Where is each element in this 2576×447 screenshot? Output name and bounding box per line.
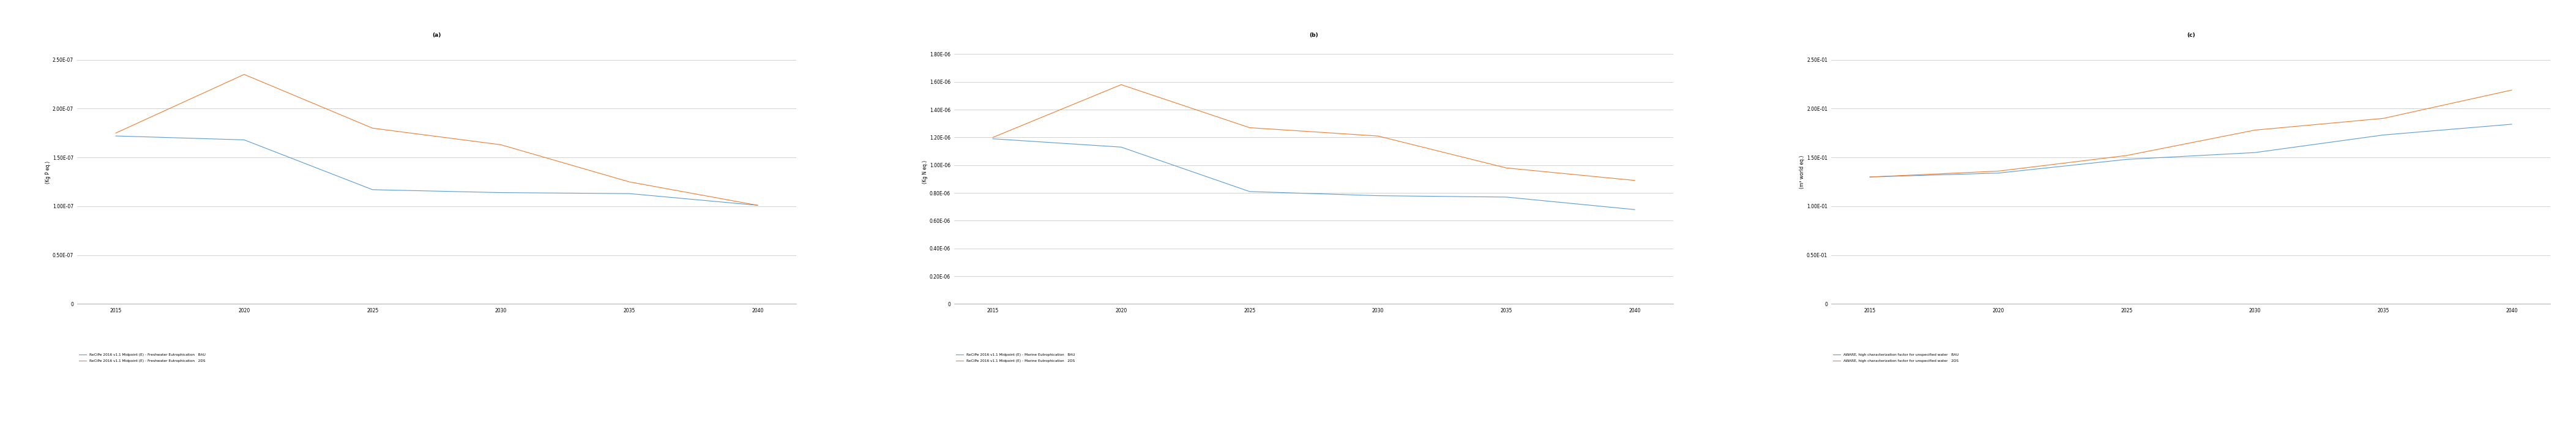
Line: ReCiPe 2016 v1.1 Midpoint (E) - Freshwater Eutrophication   BAU: ReCiPe 2016 v1.1 Midpoint (E) - Freshwat… (116, 136, 757, 205)
ReCiPe 2016 v1.1 Midpoint (E) - Marine Eutrophication   2DS (976, 135, 1007, 140)
Legend: ReCiPe 2016 v1.1 Midpoint (E) - Marine Eutrophication   BAU, ReCiPe 2016 v1.1 Mi: ReCiPe 2016 v1.1 Midpoint (E) - Marine E… (956, 353, 1074, 363)
Line: ReCiPe 2016 v1.1 Midpoint (E) - Freshwater Eutrophication   2DS: ReCiPe 2016 v1.1 Midpoint (E) - Freshwat… (116, 74, 757, 205)
Y-axis label: (m³ world eq.): (m³ world eq.) (1801, 156, 1806, 189)
ReCiPe 2016 v1.1 Midpoint (E) - Freshwater Eutrophication   BAU (358, 187, 389, 192)
Line: ReCiPe 2016 v1.1 Midpoint (E) - Marine Eutrophication   BAU: ReCiPe 2016 v1.1 Midpoint (E) - Marine E… (992, 139, 1636, 210)
ReCiPe 2016 v1.1 Midpoint (E) - Freshwater Eutrophication   BAU (613, 191, 644, 196)
ReCiPe 2016 v1.1 Midpoint (E) - Marine Eutrophication   BAU (1234, 189, 1265, 194)
Legend: AWARE, high characterization factor for unspecified water   BAU, AWARE, high cha: AWARE, high characterization factor for … (1834, 353, 1958, 363)
Line: AWARE, high characterization factor for unspecified water   BAU: AWARE, high characterization factor for … (1870, 124, 2512, 177)
AWARE, high characterization factor for unspecified water   BAU (2496, 122, 2527, 127)
AWARE, high characterization factor for unspecified water   2DS (2496, 87, 2527, 93)
ReCiPe 2016 v1.1 Midpoint (E) - Marine Eutrophication   BAU (976, 136, 1007, 141)
ReCiPe 2016 v1.1 Midpoint (E) - Freshwater Eutrophication   BAU (229, 137, 260, 143)
Legend: ReCiPe 2016 v1.1 Midpoint (E) - Freshwater Eutrophication   BAU, ReCiPe 2016 v1.: ReCiPe 2016 v1.1 Midpoint (E) - Freshwat… (80, 353, 206, 363)
ReCiPe 2016 v1.1 Midpoint (E) - Freshwater Eutrophication   2DS (229, 72, 260, 77)
ReCiPe 2016 v1.1 Midpoint (E) - Freshwater Eutrophication   BAU (100, 133, 131, 139)
AWARE, high characterization factor for unspecified water   BAU (2239, 150, 2269, 155)
ReCiPe 2016 v1.1 Midpoint (E) - Marine Eutrophication   2DS (1234, 125, 1265, 131)
ReCiPe 2016 v1.1 Midpoint (E) - Marine Eutrophication   2DS (1620, 178, 1651, 183)
Y-axis label: (Kg N eq.): (Kg N eq.) (922, 160, 927, 184)
AWARE, high characterization factor for unspecified water   BAU (2112, 157, 2143, 162)
ReCiPe 2016 v1.1 Midpoint (E) - Freshwater Eutrophication   2DS (100, 131, 131, 136)
ReCiPe 2016 v1.1 Midpoint (E) - Marine Eutrophication   BAU (1620, 207, 1651, 212)
AWARE, high characterization factor for unspecified water   BAU (1984, 170, 2014, 176)
AWARE, high characterization factor for unspecified water   2DS (2112, 153, 2143, 158)
AWARE, high characterization factor for unspecified water   2DS (1855, 174, 1886, 180)
ReCiPe 2016 v1.1 Midpoint (E) - Freshwater Eutrophication   BAU (484, 190, 515, 195)
ReCiPe 2016 v1.1 Midpoint (E) - Marine Eutrophication   BAU (1363, 193, 1394, 198)
Title: (a): (a) (433, 33, 440, 38)
ReCiPe 2016 v1.1 Midpoint (E) - Freshwater Eutrophication   2DS (742, 202, 773, 208)
ReCiPe 2016 v1.1 Midpoint (E) - Freshwater Eutrophication   BAU (742, 202, 773, 208)
ReCiPe 2016 v1.1 Midpoint (E) - Marine Eutrophication   BAU (1492, 194, 1522, 200)
AWARE, high characterization factor for unspecified water   BAU (1855, 174, 1886, 180)
AWARE, high characterization factor for unspecified water   2DS (2367, 116, 2398, 121)
Title: (c): (c) (2187, 33, 2195, 38)
Line: ReCiPe 2016 v1.1 Midpoint (E) - Marine Eutrophication   2DS: ReCiPe 2016 v1.1 Midpoint (E) - Marine E… (992, 84, 1636, 181)
Title: (b): (b) (1309, 33, 1319, 38)
ReCiPe 2016 v1.1 Midpoint (E) - Marine Eutrophication   2DS (1492, 165, 1522, 171)
AWARE, high characterization factor for unspecified water   2DS (1984, 169, 2014, 174)
Line: AWARE, high characterization factor for unspecified water   2DS: AWARE, high characterization factor for … (1870, 90, 2512, 177)
Y-axis label: (Kg P eq.): (Kg P eq.) (46, 161, 52, 183)
ReCiPe 2016 v1.1 Midpoint (E) - Marine Eutrophication   2DS (1363, 133, 1394, 139)
ReCiPe 2016 v1.1 Midpoint (E) - Freshwater Eutrophication   2DS (613, 179, 644, 185)
ReCiPe 2016 v1.1 Midpoint (E) - Marine Eutrophication   BAU (1105, 144, 1136, 150)
ReCiPe 2016 v1.1 Midpoint (E) - Marine Eutrophication   2DS (1105, 82, 1136, 87)
AWARE, high characterization factor for unspecified water   BAU (2367, 132, 2398, 138)
AWARE, high characterization factor for unspecified water   2DS (2239, 127, 2269, 133)
ReCiPe 2016 v1.1 Midpoint (E) - Freshwater Eutrophication   2DS (484, 142, 515, 148)
ReCiPe 2016 v1.1 Midpoint (E) - Freshwater Eutrophication   2DS (358, 126, 389, 131)
